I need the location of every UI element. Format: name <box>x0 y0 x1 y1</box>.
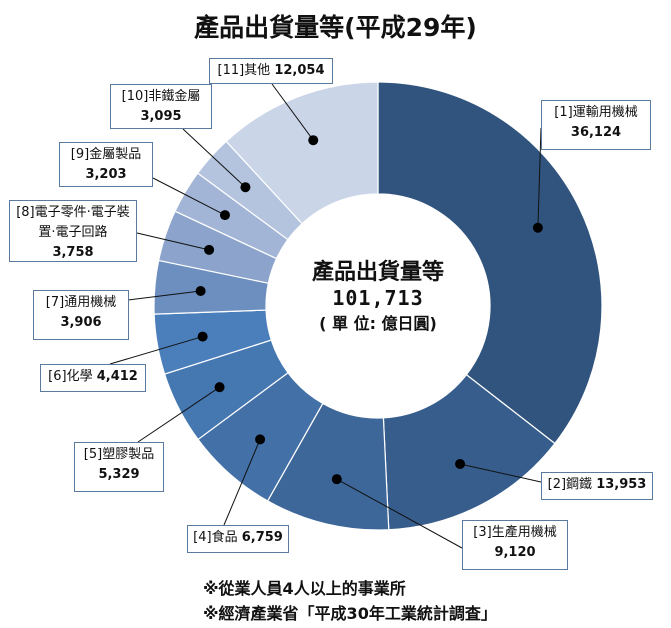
slice-2 <box>382 373 556 531</box>
data-label-6: [6]化學 4,412 <box>40 364 146 392</box>
slice-label: [2]鋼鐵 <box>547 477 593 492</box>
slice-label: [8]電子零件‧電子裝置‧電子回路 <box>16 205 130 240</box>
leader-line-7 <box>127 290 201 301</box>
marker-dot-3 <box>331 474 342 485</box>
center-title: 產品出貨量等 <box>311 260 444 285</box>
data-label-4: [4]食品 6,759 <box>187 525 289 553</box>
slice-value: 36,124 <box>570 125 622 140</box>
marker-dot-5 <box>214 382 225 393</box>
leader-line-4 <box>223 439 261 526</box>
leader-line-5 <box>137 386 220 443</box>
marker-dot-8 <box>204 244 215 255</box>
leader-line-10 <box>182 128 246 188</box>
slice-label: [4]食品 <box>193 530 238 545</box>
slice-value: 3,758 <box>52 245 94 260</box>
chart-title: 產品出貨量等(平成29年) <box>194 13 477 42</box>
note-2: ※經濟產業省「平成30年工業統計調査」 <box>203 604 497 623</box>
data-label-8: [8]電子零件‧電子裝置‧電子回路 3,758 <box>9 200 137 262</box>
slice-1 <box>377 81 603 445</box>
leader-line-3 <box>336 478 463 549</box>
slice-value: 5,329 <box>98 467 140 482</box>
data-label-7: [7]通用機械 3,906 <box>33 290 129 340</box>
slice-value: 13,953 <box>596 477 647 492</box>
slice-value: 3,906 <box>60 315 102 330</box>
slice-value: 12,054 <box>274 63 325 78</box>
leader-line-11 <box>271 83 314 141</box>
data-label-9: [9]金屬製品 3,203 <box>59 142 153 187</box>
slice-label: [9]金屬製品 <box>70 147 142 162</box>
slice-label: [10]非鐵金屬 <box>121 89 201 104</box>
marker-dot-10 <box>240 182 251 193</box>
center-unit: ( 單 位: 億日圓) <box>319 314 437 333</box>
slice-value: 3,203 <box>85 167 127 182</box>
leader-line-2 <box>459 463 542 483</box>
slice-value: 9,120 <box>494 545 536 560</box>
slice-value: 6,759 <box>241 530 283 545</box>
data-label-1: [1]運輸用機械 36,124 <box>541 100 651 150</box>
slice-value: 4,412 <box>96 369 138 384</box>
slice-label: [3]生產用機械 <box>473 525 557 540</box>
leader-line-6 <box>109 336 203 365</box>
marker-dot-1 <box>532 222 543 233</box>
marker-dot-11 <box>308 135 319 146</box>
leader-line-9 <box>152 177 226 216</box>
data-label-3: [3]生產用機械 9,120 <box>462 520 568 570</box>
leader-line-8 <box>136 232 210 251</box>
marker-dot-4 <box>255 434 266 445</box>
slice-label: [7]通用機械 <box>45 295 117 310</box>
data-label-10: [10]非鐵金屬 3,095 <box>110 84 212 129</box>
slice-label: [5]塑膠製品 <box>83 447 155 462</box>
leader-line-1 <box>537 127 542 228</box>
slice-11 <box>225 81 379 225</box>
data-label-2: [2]鋼鐵 13,953 <box>541 472 653 500</box>
slice-label: [11]其他 <box>217 63 271 78</box>
marker-dot-2 <box>455 458 466 469</box>
slice-label: [6]化學 <box>48 369 93 384</box>
marker-dot-6 <box>197 331 208 342</box>
data-label-11: [11]其他 12,054 <box>209 58 333 84</box>
marker-dot-9 <box>219 210 230 221</box>
center-label: 產品出貨量等 101,713 ( 單 位: 億日圓) <box>278 254 478 334</box>
slice-label: [1]運輸用機械 <box>554 105 638 120</box>
note-1: ※從業人員4人以上的事業所 <box>203 579 406 598</box>
marker-dot-7 <box>195 286 206 297</box>
slice-value: 3,095 <box>140 109 182 124</box>
center-total: 101,713 <box>332 286 424 310</box>
data-label-5: [5]塑膠製品 5,329 <box>74 442 164 492</box>
